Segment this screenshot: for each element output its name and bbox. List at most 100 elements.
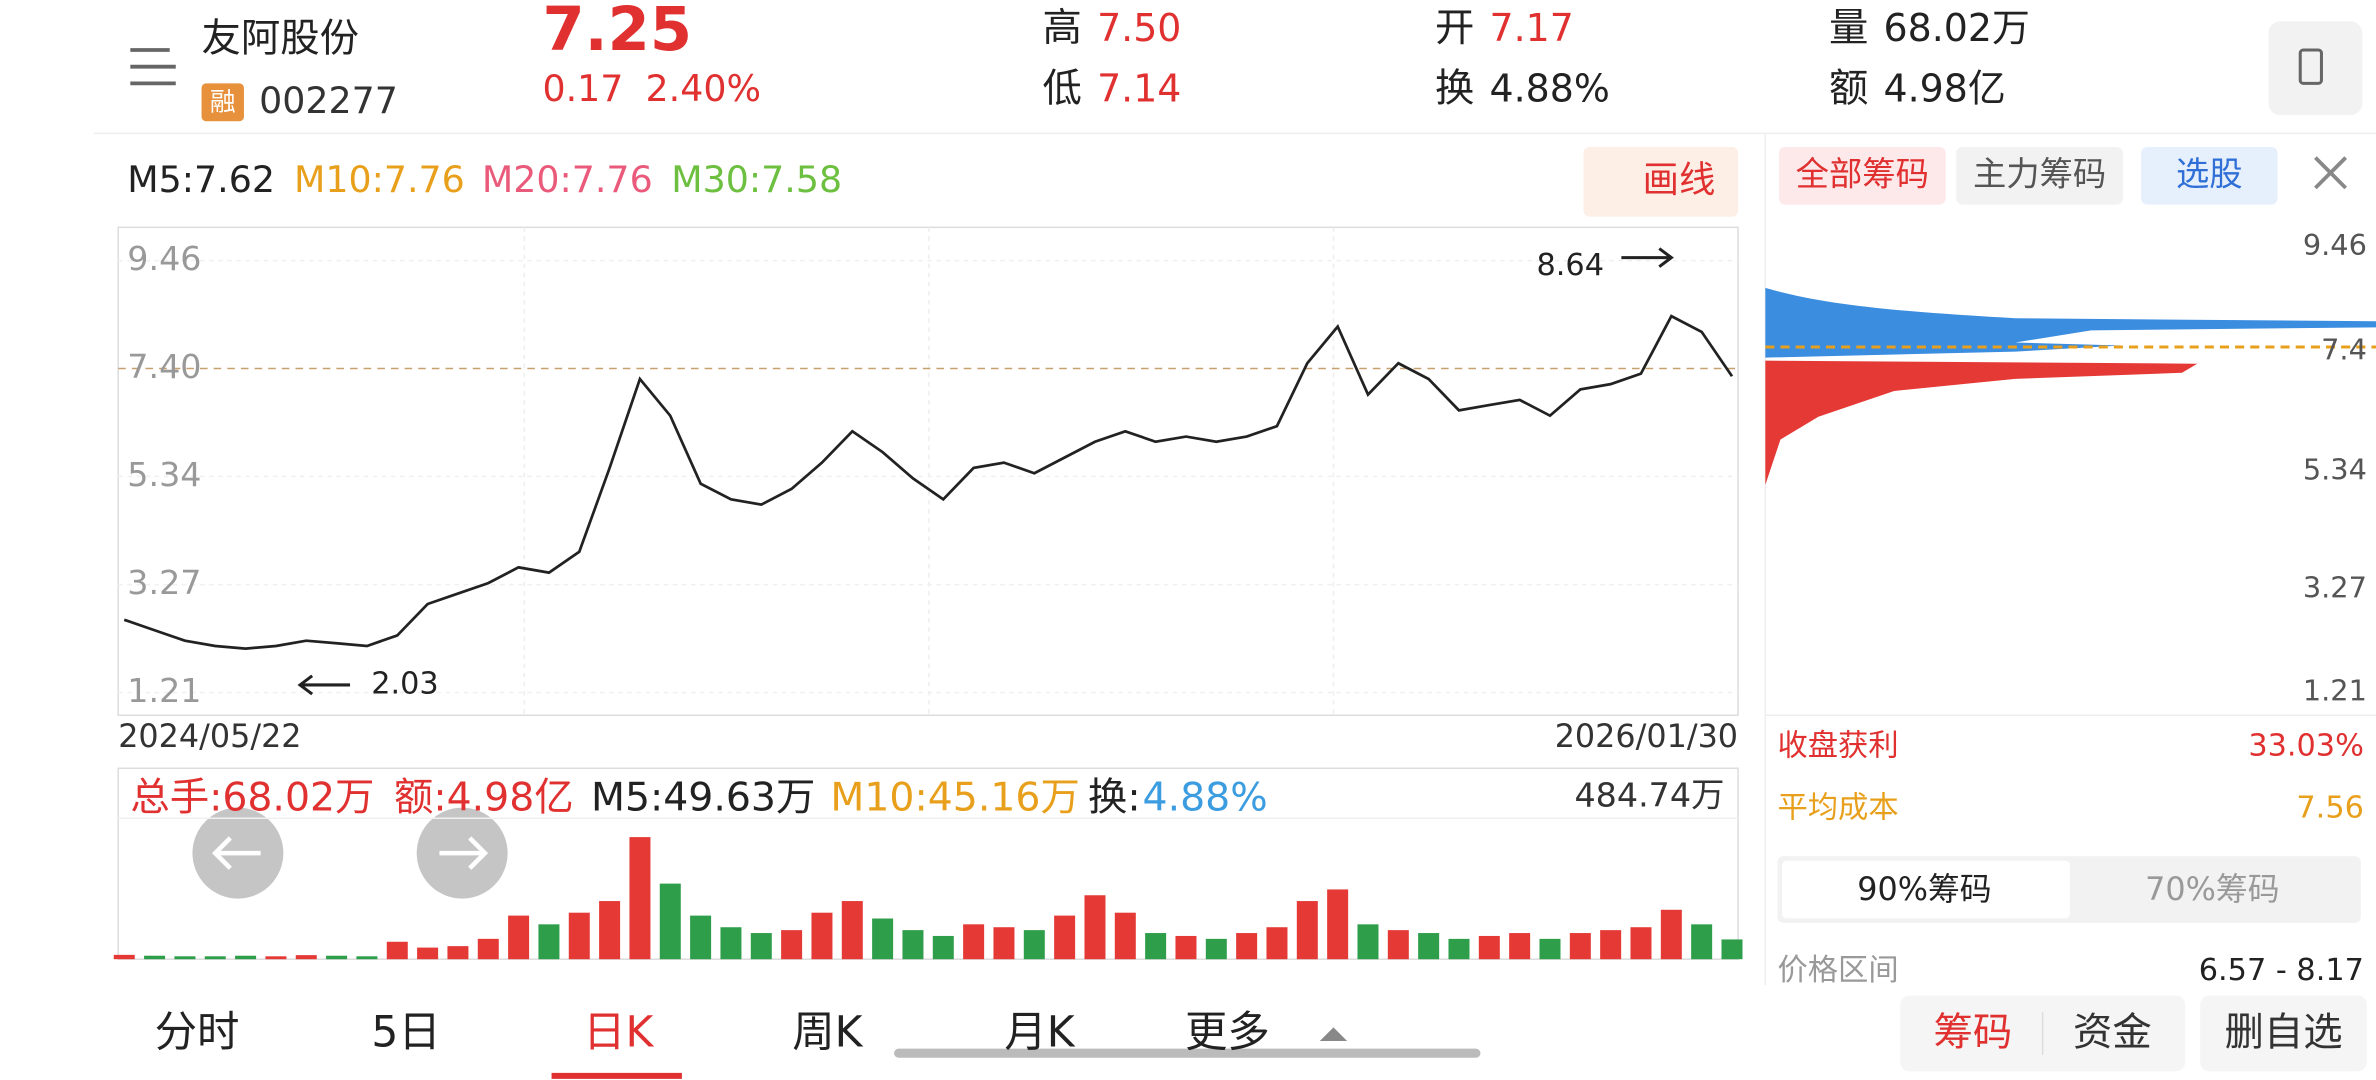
volume-item: M10:45.16万 (830, 775, 1079, 821)
volume-bar (720, 927, 742, 960)
high-label: 8.64 (1537, 248, 1604, 283)
volume-bar (1448, 938, 1470, 960)
ma-label: M20:7.76 (482, 158, 653, 201)
prev-arrow (211, 836, 261, 870)
change-pct: 2.40% (646, 67, 762, 110)
bottom-tab[interactable]: 5日 (371, 1008, 440, 1057)
volume-bar (1327, 889, 1349, 960)
volume-bar (1023, 930, 1045, 960)
volume-bar (1296, 901, 1318, 960)
volume-bar (1691, 924, 1713, 960)
bottom-tab[interactable]: 日K (583, 1008, 654, 1057)
chip-tab-label: 选股 (2176, 154, 2243, 193)
volume-bar (113, 954, 135, 960)
chip-y-label: 3.27 (2303, 570, 2367, 604)
more-caret (1319, 1027, 1348, 1042)
draw-button[interactable] (1583, 147, 1739, 217)
stat-label: 高 (1043, 5, 1082, 51)
y-tick-label: 9.46 (127, 239, 201, 278)
volume-bar (144, 955, 166, 960)
volume-bar (872, 918, 894, 960)
volume-frame (117, 767, 1739, 960)
stat-value: 7.14 (1097, 66, 1181, 110)
volume-bar (781, 930, 803, 960)
action-button[interactable]: 资金 (2073, 1009, 2152, 1055)
chip-tab[interactable] (1956, 147, 2123, 205)
y-tick-label: 1.21 (127, 671, 201, 710)
volume-bar (1721, 939, 1743, 960)
chips-loss (1765, 360, 2198, 485)
chip-y-label: 9.46 (2303, 228, 2367, 262)
volume-bar (902, 930, 924, 960)
volume-bar (1114, 912, 1136, 960)
volume-bar (1418, 933, 1440, 960)
chip-tab-label: 全部筹码 (1796, 154, 1929, 193)
volume-bar (417, 947, 439, 960)
y-tick-label: 484.74万 (1574, 776, 1724, 815)
chip-stat-label: 平均成本 (1777, 791, 1898, 826)
action-button[interactable]: 删自选 (2224, 1009, 2342, 1055)
chip-tab-label: 主力筹码 (1973, 154, 2106, 193)
device-icon (2298, 48, 2323, 85)
volume-bar (659, 883, 681, 960)
volume-bar (447, 946, 469, 960)
menu-icon[interactable] (130, 48, 176, 86)
ma-label: M30:7.58 (671, 158, 842, 201)
volume-bar (599, 901, 621, 960)
chip-y-label: 5.34 (2303, 452, 2367, 486)
volume-bar (265, 956, 287, 960)
volume-bar (508, 915, 530, 960)
button-box (2200, 995, 2367, 1072)
volume-bar (1084, 895, 1106, 960)
stat-label: 开 (1435, 5, 1474, 51)
device-button[interactable] (2268, 21, 2363, 116)
draw-button-label: 画线 (1643, 158, 1716, 201)
bottom-tab[interactable]: 周K (792, 1008, 863, 1057)
stat-value: 4.98亿 (1884, 66, 2006, 110)
volume-bar (1630, 927, 1652, 960)
chip-tab[interactable] (1778, 147, 1946, 205)
chip-stat-label: 收盘获利 (1777, 729, 1898, 764)
stat-label: 换 (1435, 65, 1474, 111)
volume-item: 换: (1088, 775, 1141, 821)
stat-label: 低 (1043, 65, 1082, 111)
chip-y-label: 1.21 (2303, 674, 2367, 708)
action-button[interactable]: 筹码 (1934, 1009, 2013, 1055)
chip-stat-value: 33.03% (2248, 729, 2364, 764)
volume-bar (1175, 935, 1197, 960)
stat-value: 4.88% (1490, 66, 1610, 110)
volume-bar (1357, 924, 1379, 960)
volume-item: M5:49.63万 (591, 775, 815, 821)
stat-label: 额 (1829, 65, 1868, 111)
close-button[interactable] (2314, 156, 2348, 190)
stat-value: 7.50 (1097, 6, 1181, 50)
toggle-label[interactable]: 90%筹码 (1857, 870, 1991, 908)
bottom-tab[interactable]: 分时 (155, 1008, 240, 1057)
bottom-tab[interactable]: 月K (1004, 1008, 1075, 1057)
volume-bar (204, 956, 226, 960)
tag-box (201, 83, 244, 122)
volume-bar (750, 933, 772, 960)
stock-name: 友阿股份 (202, 15, 360, 61)
ma-label: M5:7.62 (127, 158, 275, 201)
volume-item-value: 4.88% (1143, 775, 1268, 821)
volume-bar (1509, 933, 1531, 960)
volume-item: 总手:68.02万 (130, 775, 374, 821)
volume-bar (295, 955, 317, 960)
price: 7.25 (542, 0, 692, 65)
volume-bar (235, 955, 257, 960)
stock-code: 002277 (259, 79, 398, 122)
volume-bar (841, 901, 863, 960)
toggle-selected[interactable] (1782, 860, 2070, 919)
volume-bar (538, 924, 560, 960)
volume-bar (1478, 935, 1500, 960)
volume-bar (993, 927, 1015, 960)
volume-bar (477, 938, 499, 960)
bottom-tab[interactable]: 更多 (1185, 1008, 1270, 1057)
toggle-label[interactable]: 70%筹码 (2145, 870, 2279, 908)
chip-tab[interactable] (2141, 147, 2278, 205)
y-tick-label: 3.27 (127, 563, 201, 602)
change: 0.17 (542, 67, 623, 110)
ma-label: M10:7.76 (294, 158, 465, 201)
